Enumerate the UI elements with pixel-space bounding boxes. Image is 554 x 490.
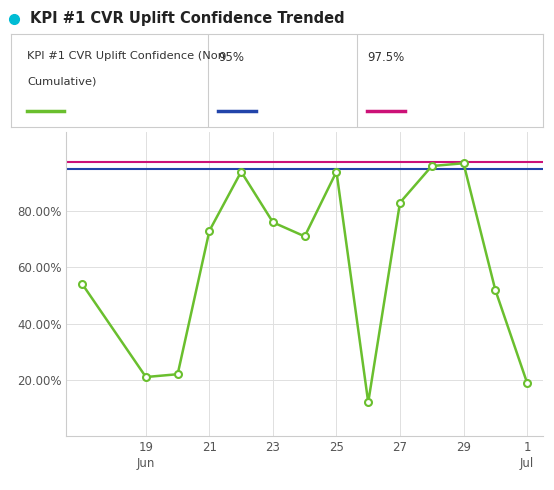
- Text: KPI #1 CVR Uplift Confidence (Non: KPI #1 CVR Uplift Confidence (Non: [27, 51, 225, 61]
- Text: Jul: Jul: [520, 457, 534, 469]
- Text: 95%: 95%: [218, 51, 244, 64]
- Text: 97.5%: 97.5%: [367, 51, 404, 64]
- Text: KPI #1 CVR Uplift Confidence Trended: KPI #1 CVR Uplift Confidence Trended: [30, 11, 345, 26]
- Text: Jun: Jun: [137, 457, 155, 469]
- Text: Cumulative): Cumulative): [27, 76, 96, 86]
